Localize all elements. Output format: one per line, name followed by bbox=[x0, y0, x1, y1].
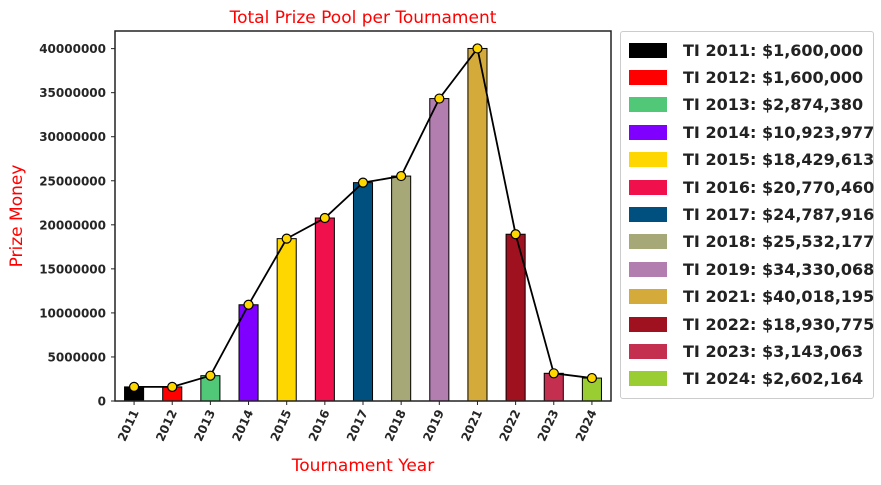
bar-2015 bbox=[276, 238, 297, 402]
legend-item: TI 2013: $2,874,380 bbox=[629, 92, 863, 118]
legend-swatch bbox=[629, 234, 667, 250]
legend-label: TI 2021: $40,018,195 bbox=[683, 287, 875, 307]
x-tick-label: 2021 bbox=[458, 407, 485, 443]
legend-swatch bbox=[629, 97, 667, 113]
line-point-2015 bbox=[281, 233, 292, 244]
legend-item: TI 2018: $25,532,177 bbox=[629, 229, 874, 255]
y-tick-label: 15000000 bbox=[39, 262, 106, 276]
bar-2016 bbox=[314, 217, 335, 402]
x-axis-label: Tournament Year bbox=[291, 456, 434, 476]
legend-label: TI 2015: $18,429,613 bbox=[683, 150, 875, 170]
legend-label: TI 2023: $3,143,063 bbox=[683, 341, 864, 361]
line-point-2018 bbox=[396, 170, 407, 182]
plot-area: 0 5000000 10000000 15000000 20000000 25000000… bbox=[39, 30, 612, 444]
legend-label: TI 2024: $2,602,164 bbox=[683, 369, 864, 389]
legend-item: TI 2014: $10,923,977 bbox=[629, 119, 874, 145]
x-tick-label: 2018 bbox=[382, 407, 409, 443]
legend-swatch bbox=[629, 289, 667, 305]
legend-item: TI 2024: $2,602,164 bbox=[629, 366, 863, 392]
legend-item: TI 2015: $18,429,613 bbox=[629, 147, 874, 173]
legend-item: TI 2022: $18,930,775 bbox=[629, 311, 874, 337]
line-point-2013 bbox=[205, 370, 216, 381]
legend-label: TI 2016: $20,770,460 bbox=[683, 177, 875, 197]
line-point-2022 bbox=[510, 229, 521, 240]
bar-2021 bbox=[467, 47, 488, 402]
legend-swatch bbox=[629, 343, 667, 359]
legend-swatch bbox=[629, 206, 667, 222]
line-point-2021 bbox=[472, 43, 483, 54]
legend-swatch bbox=[629, 261, 667, 277]
line-point-2014 bbox=[243, 299, 254, 310]
x-tick-label: 2023 bbox=[535, 407, 562, 443]
x-tick-label: 2014 bbox=[229, 407, 256, 443]
line-point-2024 bbox=[586, 372, 598, 384]
y-tick-label: 10000000 bbox=[39, 306, 106, 320]
legend-item: TI 2023: $3,143,063 bbox=[629, 338, 863, 364]
legend-swatch bbox=[629, 316, 667, 332]
x-tick-label: 2017 bbox=[344, 407, 371, 443]
legend: TI 2011: $1,600,000 TI 2012: $1,600,000 TI… bbox=[620, 31, 874, 399]
bar-2019 bbox=[429, 98, 450, 402]
x-tick-label: 2016 bbox=[306, 407, 333, 443]
legend-item: TI 2011: $1,600,000 bbox=[629, 37, 863, 63]
y-tick-label: 40000000 bbox=[39, 42, 106, 56]
line-point-2012 bbox=[167, 381, 178, 393]
legend-swatch bbox=[629, 69, 667, 85]
bar-2017 bbox=[352, 182, 374, 402]
legend-label: TI 2019: $34,330,068 bbox=[683, 259, 875, 279]
x-tick-label: 2019 bbox=[420, 407, 447, 443]
y-tick-label: 30000000 bbox=[39, 130, 106, 144]
y-tick-label: 25000000 bbox=[39, 174, 106, 188]
y-tick-label: 5000000 bbox=[48, 350, 106, 364]
legend-item: TI 2019: $34,330,068 bbox=[629, 256, 874, 282]
legend-item: TI 2017: $24,787,916 bbox=[629, 201, 874, 227]
legend-swatch bbox=[629, 152, 667, 168]
chart-title: Total Prize Pool per Tournament bbox=[229, 8, 497, 28]
line-point-2019 bbox=[434, 93, 445, 104]
line-point-2023 bbox=[548, 368, 559, 379]
legend-item: TI 2016: $20,770,460 bbox=[629, 174, 874, 200]
x-tick-label: 2015 bbox=[268, 407, 295, 443]
legend-label: TI 2017: $24,787,916 bbox=[683, 204, 875, 224]
legend-swatch bbox=[629, 371, 667, 387]
line-point-2011 bbox=[128, 381, 140, 393]
x-tick-label: 2022 bbox=[497, 407, 524, 443]
legend-swatch bbox=[629, 42, 667, 58]
x-tick-label: 2011 bbox=[115, 407, 142, 443]
legend-label: TI 2012: $1,600,000 bbox=[683, 67, 864, 87]
bar-2018 bbox=[391, 175, 412, 402]
legend-label: TI 2011: $1,600,000 bbox=[683, 40, 864, 60]
legend-label: TI 2022: $18,930,775 bbox=[683, 314, 875, 334]
y-tick-label: 20000000 bbox=[39, 218, 106, 232]
bar-2014 bbox=[238, 304, 259, 402]
x-tick-label: 2012 bbox=[153, 407, 180, 443]
legend-label: TI 2018: $25,532,177 bbox=[683, 232, 875, 252]
legend-item: TI 2012: $1,600,000 bbox=[629, 64, 863, 90]
x-tick-label: 2013 bbox=[191, 407, 218, 443]
y-axis-label: Prize Money bbox=[7, 165, 27, 268]
legend-label: TI 2013: $2,874,380 bbox=[683, 95, 864, 115]
y-tick-label: 0 bbox=[98, 395, 106, 409]
legend-item: TI 2021: $40,018,195 bbox=[629, 284, 874, 310]
line-point-2017 bbox=[357, 177, 369, 188]
line-point-2016 bbox=[319, 212, 330, 224]
x-tick-label: 2024 bbox=[573, 407, 600, 443]
legend-label: TI 2014: $10,923,977 bbox=[683, 122, 875, 142]
legend-swatch bbox=[629, 124, 667, 140]
legend-swatch bbox=[629, 179, 667, 195]
y-tick-label: 35000000 bbox=[39, 86, 106, 100]
